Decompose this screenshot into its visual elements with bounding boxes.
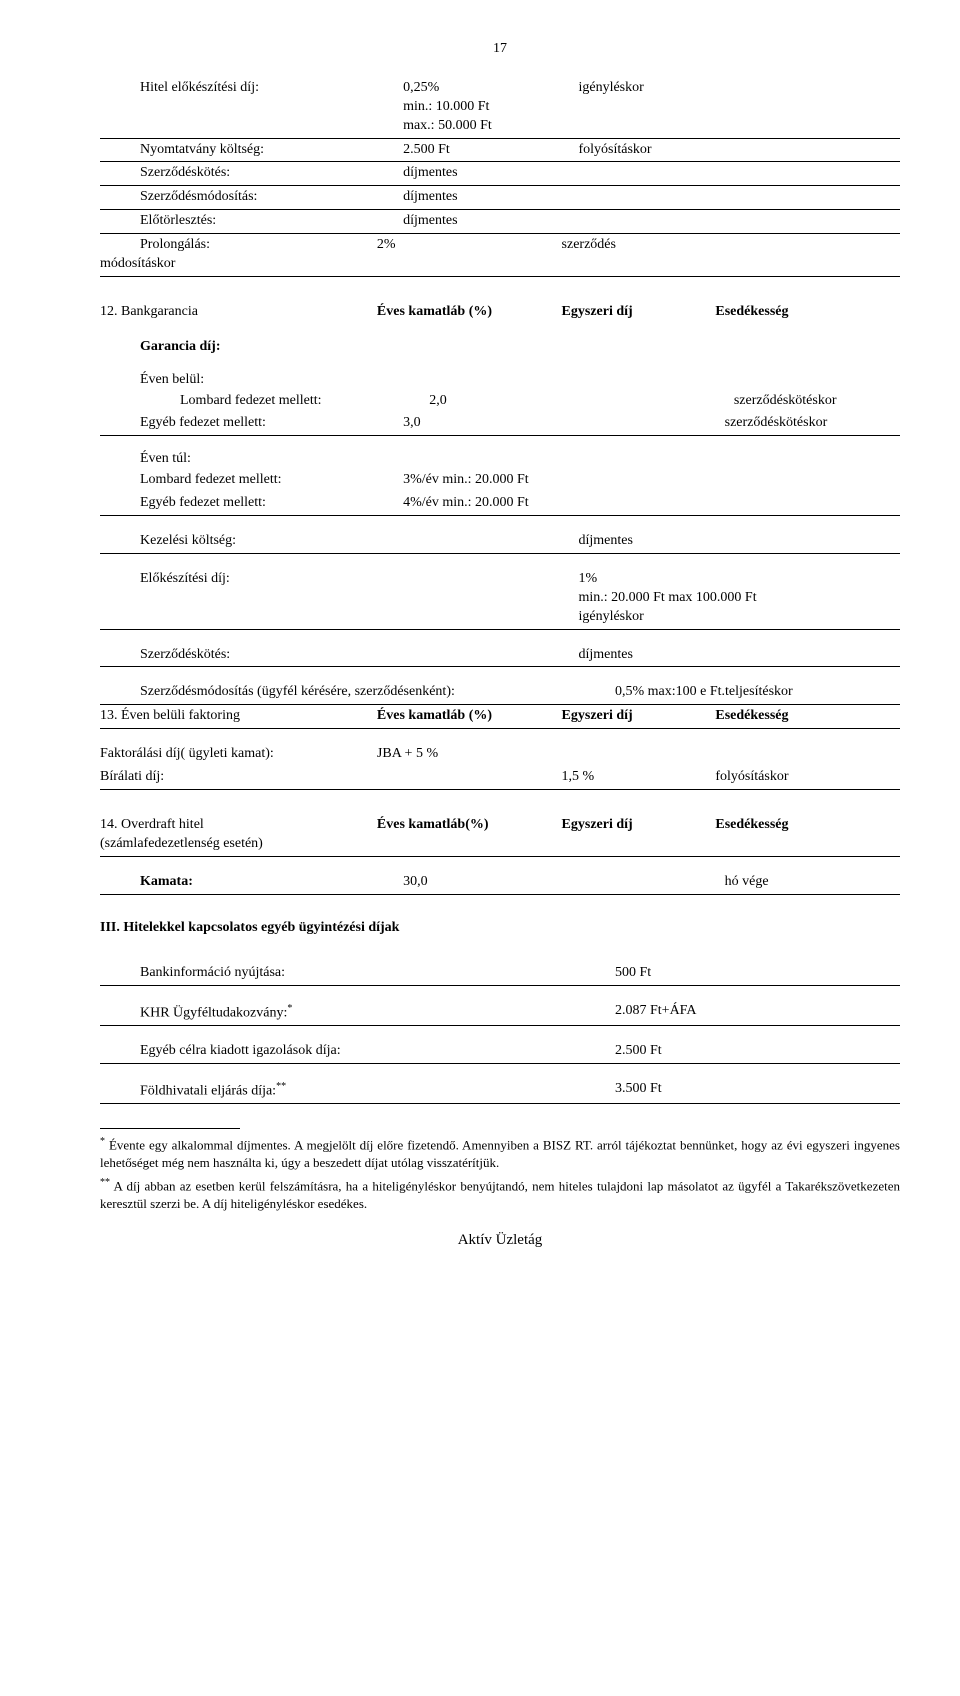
fee-row: Előkészítési díj: 1% min.: 20.000 Ft max…	[100, 568, 900, 630]
label: Faktorálási díj( ügyleti kamat):	[100, 745, 377, 764]
value: díjmentes	[578, 646, 724, 665]
value: díjmentes	[403, 188, 578, 207]
note: szerződéskötéskor	[725, 414, 900, 433]
note: folyósításkor	[715, 768, 900, 787]
value: 2.087 Ft+ÁFA	[615, 1002, 900, 1024]
fee-row: Lombard fedezet mellett: 3%/év min.: 20.…	[100, 469, 900, 492]
label: Bankinformáció nyújtása:	[140, 964, 615, 983]
col-head: Egyszeri díj	[562, 303, 716, 322]
label: Egyéb célra kiadott igazolások díja:	[140, 1042, 615, 1061]
col-head: Egyszeri díj	[562, 707, 716, 726]
value: 0,5% max:100 e Ft.teljesítéskor	[615, 683, 900, 702]
label: Egyéb fedezet mellett:	[140, 414, 403, 433]
fee-row: Szerződésmódosítás: díjmentes	[100, 186, 900, 210]
value: 500 Ft	[615, 964, 900, 983]
value: díjmentes	[403, 164, 578, 183]
fee-row: Nyomtatvány költség: 2.500 Ft folyósítás…	[100, 139, 900, 163]
label: Szerződésmódosítás (ügyfél kérésére, sze…	[140, 683, 615, 702]
value: 30,0	[403, 873, 578, 892]
fee-row: Hitel előkészítési díj: 0,25% min.: 10.0…	[100, 77, 900, 139]
label: Előkészítési díj:	[140, 570, 403, 627]
fee-row: Egyéb célra kiadott igazolások díja: 2.5…	[100, 1040, 900, 1064]
note: szerződés	[562, 236, 716, 274]
col-head: Esedékesség	[715, 303, 900, 322]
fee-row: Bankinformáció nyújtása: 500 Ft	[100, 962, 900, 986]
fee-row: Szerződéskötés: díjmentes	[100, 644, 900, 668]
fee-row: Prolongálás: módosításkor 2% szerződés	[100, 234, 900, 277]
label: Hitel előkészítési díj:	[140, 79, 403, 136]
fee-row: Kezelési költség: díjmentes	[100, 530, 900, 554]
label: Lombard fedezet mellett:	[140, 471, 403, 490]
fee-row: Egyéb fedezet mellett: 4%/év min.: 20.00…	[100, 492, 900, 516]
section-header-14: 14. Overdraft hitel (számlafedezetlenség…	[100, 814, 900, 857]
label: Kezelési költség:	[140, 532, 403, 551]
fee-row: Bírálati díj: 1,5 % folyósításkor	[100, 766, 900, 790]
label: Prolongálás: módosításkor	[100, 236, 377, 274]
fee-row: Előtörlesztés: díjmentes	[100, 210, 900, 234]
section-3-title: III. Hitelekkel kapcsolatos egyéb ügyint…	[100, 919, 900, 938]
subhead-garancia: Garancia díj:	[100, 338, 900, 357]
label: Földhivatali eljárás díja:**	[140, 1080, 615, 1102]
col-head: Éves kamatláb (%)	[377, 303, 562, 322]
page-number: 17	[100, 40, 900, 59]
footnote-2: ** A díj abban az esetben kerül felszámí…	[100, 1176, 900, 1212]
label: Nyomtatvány költség:	[140, 141, 403, 160]
fee-row: Egyéb fedezet mellett: 3,0 szerződésköté…	[100, 412, 900, 436]
value: 2,0	[429, 392, 595, 411]
bottom-title: Aktív Üzletág	[100, 1230, 900, 1250]
fee-row: Földhivatali eljárás díja:** 3.500 Ft	[100, 1078, 900, 1105]
fee-row: Szerződésmódosítás (ügyfél kérésére, sze…	[100, 681, 900, 705]
col-head: Esedékesség	[715, 816, 900, 854]
value: 2.500 Ft	[615, 1042, 900, 1061]
value: 3%/év min.: 20.000 Ft	[403, 471, 578, 490]
footnote-1: * Évente egy alkalommal díjmentes. A meg…	[100, 1135, 900, 1171]
col-head: Éves kamatláb (%)	[377, 707, 562, 726]
fee-row: Faktorálási díj( ügyleti kamat): JBA + 5…	[100, 743, 900, 766]
value: 3.500 Ft	[615, 1080, 900, 1102]
fee-row: KHR Ügyféltudakozvány:* 2.087 Ft+ÁFA	[100, 1000, 900, 1027]
subhead-even-tul: Éven túl:	[100, 450, 900, 469]
title: 13. Éven belüli faktoring	[100, 707, 377, 726]
col-head: Egyszeri díj	[562, 816, 716, 854]
label: Egyéb fedezet mellett:	[140, 494, 403, 513]
value: 2%	[377, 236, 562, 274]
subhead-even-belul: Éven belül:	[100, 371, 900, 390]
value: 2.500 Ft	[403, 141, 578, 160]
note: szerződéskötéskor	[734, 392, 900, 411]
title: 14. Overdraft hitel (számlafedezetlenség…	[100, 816, 377, 854]
value: JBA + 5 %	[377, 745, 562, 764]
col-head: Éves kamatláb(%)	[377, 816, 562, 854]
section-header-12: 12. Bankgarancia Éves kamatláb (%) Egysz…	[100, 301, 900, 324]
fee-row: Kamata: 30,0 hó vége	[100, 871, 900, 895]
label: Szerződéskötés:	[140, 646, 403, 665]
label: Előtörlesztés:	[140, 212, 403, 231]
value: díjmentes	[403, 212, 578, 231]
section-header-13: 13. Éven belüli faktoring Éves kamatláb …	[100, 705, 900, 729]
note: folyósításkor	[578, 141, 724, 160]
label: Szerződéskötés:	[140, 164, 403, 183]
value: díjmentes	[578, 532, 724, 551]
note: igényléskor	[578, 79, 724, 136]
value: 0,25% min.: 10.000 Ft max.: 50.000 Ft	[403, 79, 578, 136]
label: KHR Ügyféltudakozvány:*	[140, 1002, 615, 1024]
title: 12. Bankgarancia	[100, 303, 377, 322]
value: 4%/év min.: 20.000 Ft	[403, 494, 578, 513]
col-head: Esedékesség	[715, 707, 900, 726]
label: Bírálati díj:	[100, 768, 377, 787]
fee-row: Lombard fedezet mellett: 2,0 szerződéskö…	[100, 390, 900, 413]
value: 1,5 %	[562, 768, 716, 787]
value: 1% min.: 20.000 Ft max 100.000 Ft igényl…	[578, 570, 900, 627]
footnote-separator	[100, 1128, 240, 1129]
value: 3,0	[403, 414, 578, 433]
label: Kamata:	[140, 873, 403, 892]
note: hó vége	[725, 873, 900, 892]
label: Szerződésmódosítás:	[140, 188, 403, 207]
fee-row: Szerződéskötés: díjmentes	[100, 162, 900, 186]
label: Lombard fedezet mellett:	[180, 392, 429, 411]
